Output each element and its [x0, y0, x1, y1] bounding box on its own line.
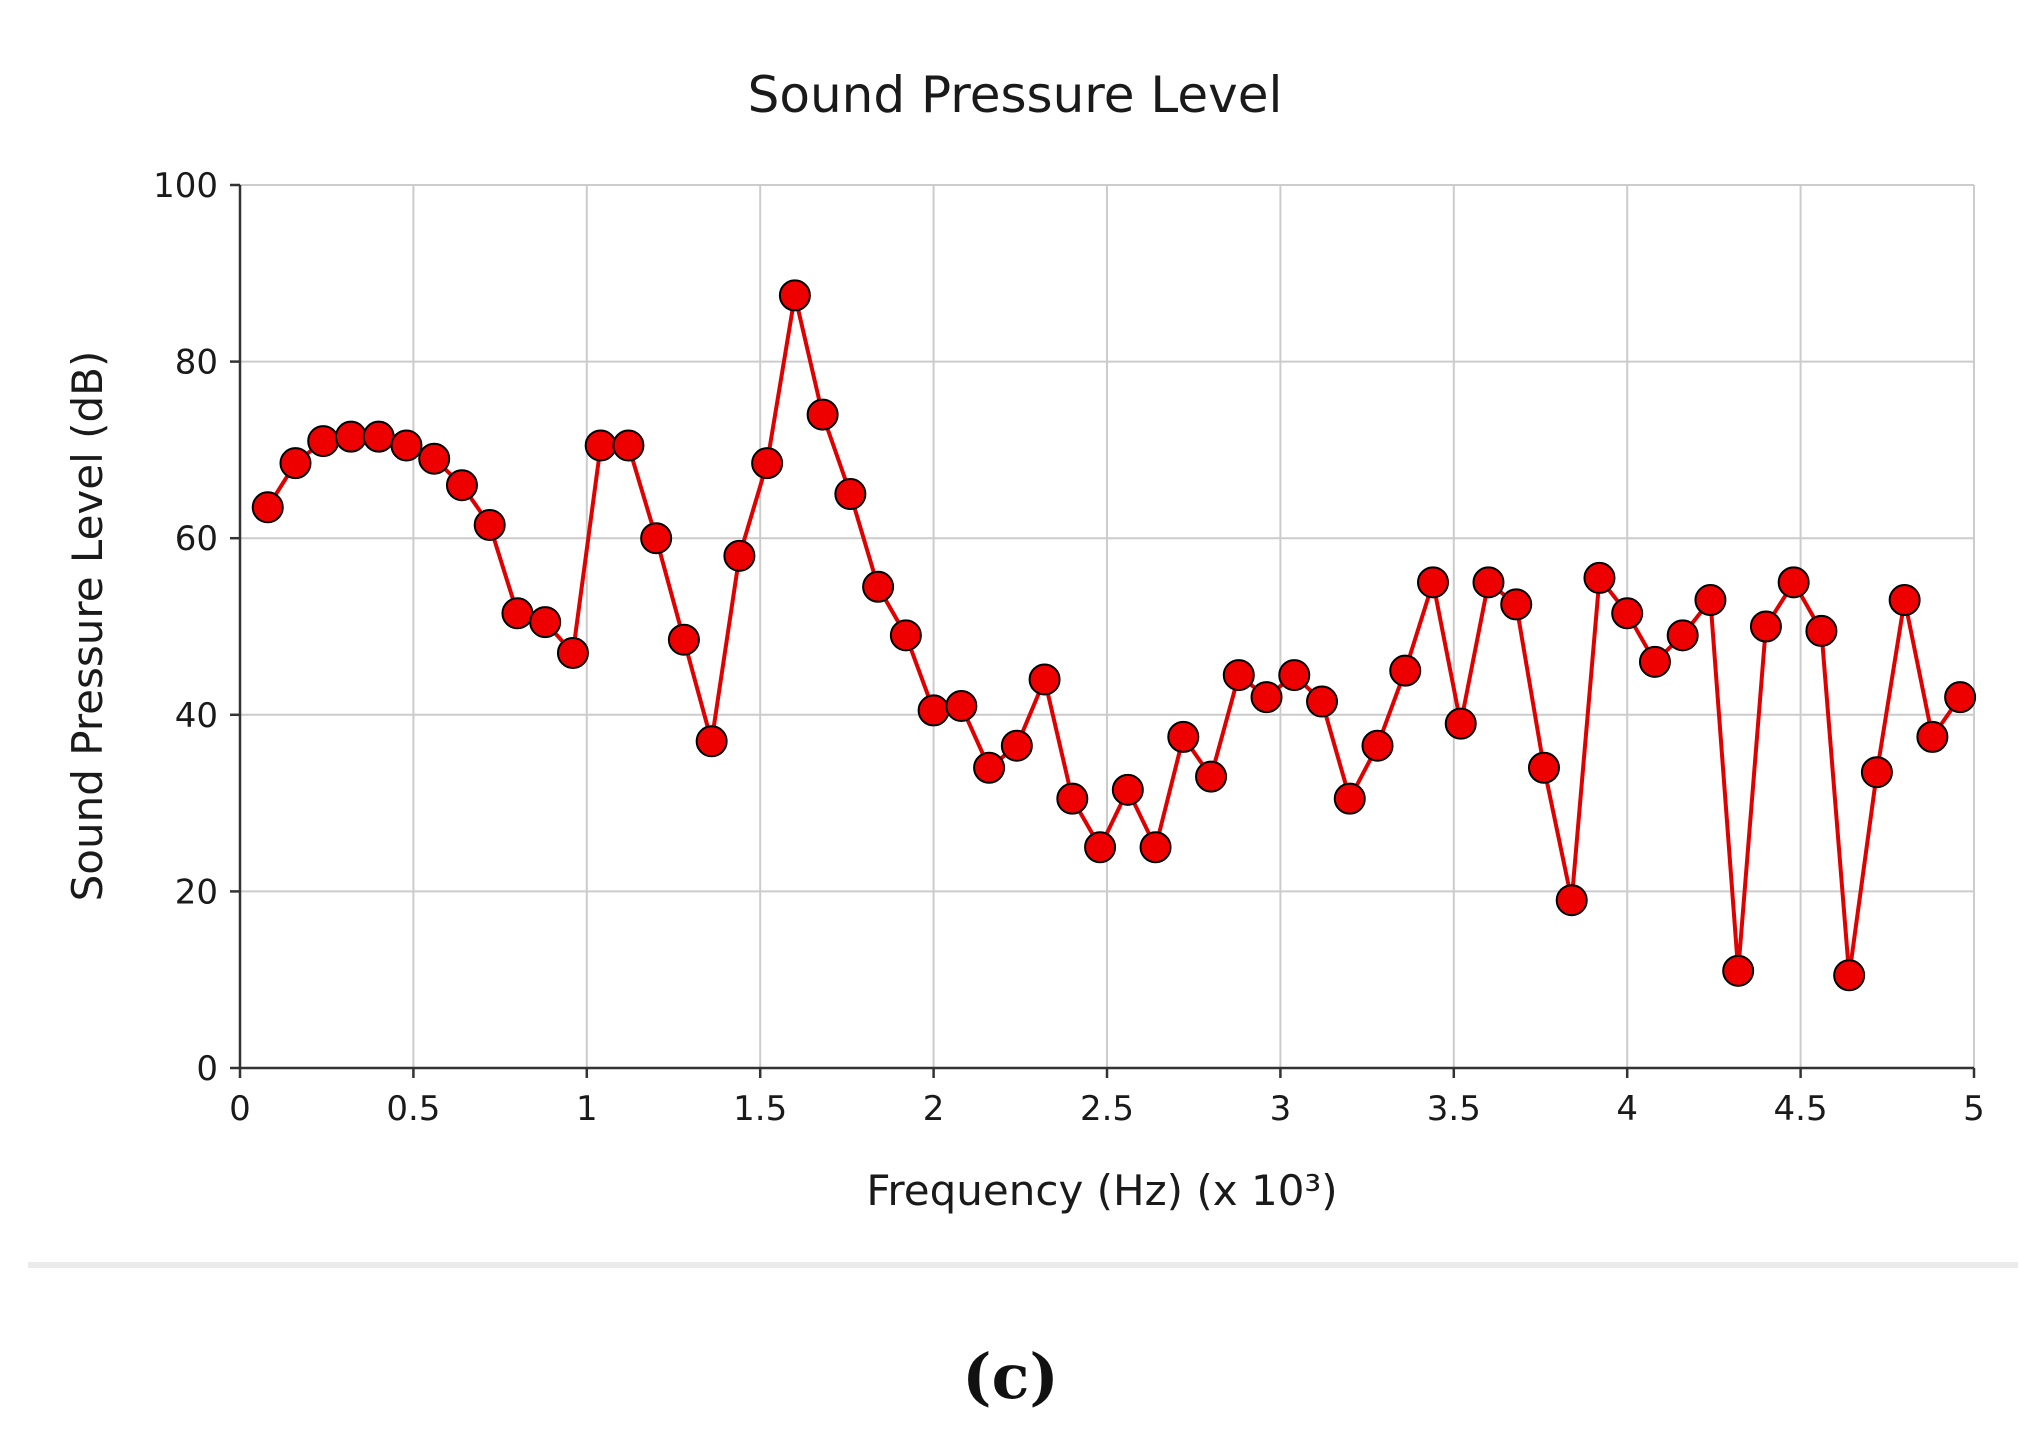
data-point	[862, 570, 895, 603]
y-tick-label: 20	[175, 872, 218, 912]
data-point	[1028, 663, 1061, 696]
y-tick-label: 100	[153, 166, 218, 206]
data-point	[1306, 685, 1339, 718]
data-point	[1888, 584, 1921, 617]
x-tick-label: 0.5	[386, 1089, 440, 1129]
x-tick-label: 2	[923, 1089, 945, 1129]
data-point	[723, 539, 756, 572]
data-point	[945, 689, 978, 722]
data-point	[612, 429, 645, 462]
x-tick-label: 1	[576, 1089, 598, 1129]
data-point	[1749, 610, 1782, 643]
data-point	[1000, 729, 1033, 762]
data-point	[1527, 751, 1560, 784]
data-point	[307, 425, 340, 458]
data-point	[1694, 584, 1727, 617]
data-point	[1722, 954, 1755, 987]
data-point	[1500, 588, 1533, 621]
x-tick-label: 4.5	[1774, 1089, 1828, 1129]
sound-pressure-chart: Sound Pressure Level 0 0.5 1 1.5 2 2.5 3 3.5 4 4.…	[63, 66, 1985, 1215]
y-tick-label: 40	[175, 696, 218, 736]
data-point	[1195, 760, 1228, 793]
data-point	[889, 619, 922, 652]
data-point	[1111, 773, 1144, 806]
data-point	[1250, 681, 1283, 714]
series-line	[266, 293, 1962, 978]
panel-caption: (c)	[962, 1340, 1059, 1413]
y-tick-label: 80	[175, 343, 218, 383]
data-point	[251, 491, 284, 524]
data-point	[695, 725, 728, 758]
data-point	[362, 420, 395, 453]
data-point	[973, 751, 1006, 784]
y-tick-label: 60	[175, 519, 218, 559]
x-tick-label: 3	[1270, 1089, 1292, 1129]
data-point	[1833, 959, 1866, 992]
data-point	[1056, 782, 1089, 815]
data-point	[1444, 707, 1477, 740]
tick-labels: 0 0.5 1 1.5 2 2.5 3 3.5 4 4.5 5 0 20 40 60 80 100	[153, 166, 1985, 1129]
y-tick-label: 0	[196, 1049, 218, 1089]
data-point	[1389, 654, 1422, 687]
x-axis-label: Frequency (Hz) (x 10³)	[866, 1166, 1337, 1215]
axes	[230, 183, 1976, 1078]
x-tick-label: 1.5	[733, 1089, 787, 1129]
data-point	[1611, 597, 1644, 630]
data-point	[1555, 884, 1588, 917]
data-point	[1278, 659, 1311, 692]
data-point	[1916, 720, 1949, 753]
data-point	[1084, 831, 1117, 864]
data-point	[1666, 619, 1699, 652]
data-point	[473, 508, 506, 541]
data-point	[640, 522, 673, 555]
data-point	[1333, 782, 1366, 815]
x-tick-label: 0	[229, 1089, 251, 1129]
data-point	[778, 279, 811, 312]
grid-lines	[240, 184, 1975, 1068]
chart-title: Sound Pressure Level	[748, 66, 1283, 124]
data-series	[251, 279, 1977, 992]
data-point	[334, 420, 367, 453]
data-point	[1583, 561, 1616, 594]
data-point	[917, 694, 950, 727]
data-point	[390, 429, 423, 462]
data-point	[556, 636, 589, 669]
x-tick-label: 2.5	[1080, 1089, 1134, 1129]
x-tick-label: 3.5	[1427, 1089, 1481, 1129]
data-point	[1167, 720, 1200, 753]
x-tick-label: 5	[1963, 1089, 1985, 1129]
data-point	[1361, 729, 1394, 762]
data-point	[834, 478, 867, 511]
data-point	[667, 623, 700, 656]
data-point	[1472, 566, 1505, 599]
data-point	[418, 442, 451, 475]
data-point	[501, 597, 534, 630]
data-point	[1860, 756, 1893, 789]
data-point	[1805, 614, 1838, 647]
data-point	[751, 447, 784, 480]
data-point	[1944, 681, 1977, 714]
data-point	[529, 606, 562, 639]
data-point	[1222, 659, 1255, 692]
data-point	[1777, 566, 1810, 599]
data-point	[445, 469, 478, 502]
data-point	[584, 429, 617, 462]
y-axis-label: Sound Pressure Level (dB)	[63, 351, 112, 902]
data-point	[806, 398, 839, 431]
x-tick-label: 4	[1616, 1089, 1638, 1129]
data-point	[1638, 645, 1671, 678]
data-point	[279, 447, 312, 480]
data-point	[1139, 831, 1172, 864]
data-point	[1416, 566, 1449, 599]
